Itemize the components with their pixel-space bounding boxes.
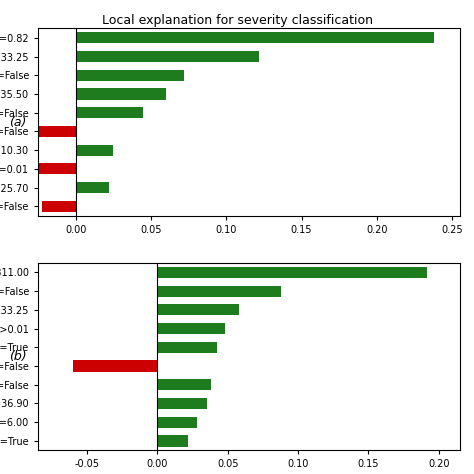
Bar [157,398,207,409]
Bar [157,304,239,316]
Bar [75,145,113,156]
Bar [75,32,434,44]
Bar [73,360,157,372]
Bar [157,379,211,391]
Text: (b): (b) [9,350,27,363]
Bar [75,51,259,62]
Bar [75,70,184,81]
Bar [75,88,166,100]
Bar [43,201,75,212]
Bar [15,126,75,137]
Bar [157,267,428,278]
Bar [75,182,109,193]
Bar [75,107,143,118]
Text: (a): (a) [9,116,27,128]
Bar [157,342,217,353]
Bar [157,417,197,428]
Bar [157,323,225,334]
Bar [157,285,281,297]
Bar [157,435,188,447]
Bar [38,163,75,174]
Text: Local explanation for severity classification: Local explanation for severity classific… [101,14,373,27]
